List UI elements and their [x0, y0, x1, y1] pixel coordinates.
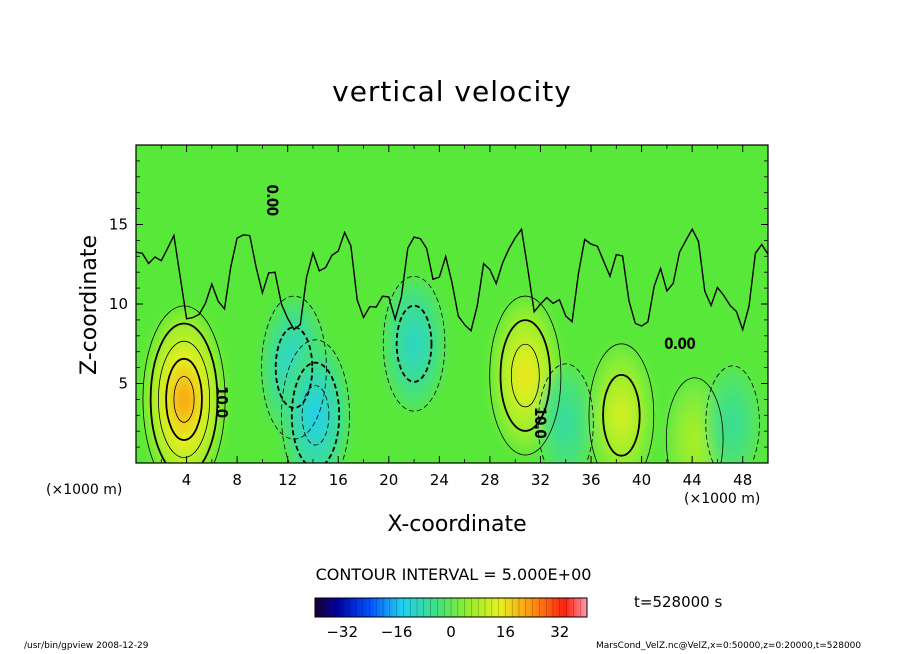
x-tick-label: 8 [232, 471, 242, 489]
plot-background [136, 145, 768, 463]
contour-ring [274, 326, 314, 409]
contour-ring [382, 275, 446, 412]
field-blob [727, 412, 738, 435]
contour-label: 0.00 [263, 185, 279, 216]
contour-ring [510, 343, 540, 408]
x-multiplier-label: (×1000 m) [46, 482, 123, 498]
contour-ring [142, 305, 226, 463]
x-axis-label: X-coordinate [387, 512, 527, 537]
colorbar-tick-label: −32 [326, 623, 358, 641]
x-tick-label: 24 [430, 471, 449, 489]
contour-ring [395, 304, 433, 383]
contour-ring [281, 339, 350, 463]
contour-ring [499, 319, 552, 432]
field-blob [408, 330, 420, 357]
x-tick-label: 32 [531, 471, 550, 489]
x-tick-label: 36 [581, 471, 600, 489]
colorbar-tick-label: 0 [446, 623, 456, 641]
field-blob [518, 360, 533, 391]
contour-ring [149, 322, 219, 463]
x-tick-label: 20 [379, 471, 398, 489]
footer-file-info: MarsCond_VelZ.nc@VelZ,x=0:50000,z=0:2000… [596, 641, 862, 651]
footer-command: /usr/bin/gpview 2008-12-29 [24, 641, 149, 651]
x-tick-label: 28 [480, 471, 499, 489]
y-tick-label: 10 [109, 295, 128, 313]
field-blob [615, 401, 628, 429]
time-label: t=528000 s [634, 593, 723, 611]
contour-ring [489, 295, 562, 456]
contour-ring [665, 377, 724, 463]
contour-ring [173, 376, 195, 423]
x-tick-label: 16 [329, 471, 348, 489]
contour-label: 0.00 [664, 337, 695, 353]
x-tick-label: 44 [683, 471, 702, 489]
contour-label: 10.0 [213, 387, 229, 418]
contour-ring [602, 373, 641, 457]
y-tick-label: 5 [118, 375, 128, 393]
colorbar-tick-label: 32 [550, 623, 569, 641]
contour-ring [301, 385, 330, 446]
y-multiplier-label: (×1000 m) [684, 491, 761, 507]
contour-label: 10.0 [531, 407, 547, 438]
x-tick-label: 48 [733, 471, 752, 489]
colorbar-tick-label: −16 [381, 623, 413, 641]
contour-ring [158, 340, 211, 458]
field-blob [689, 427, 701, 451]
contour-ring [705, 365, 760, 463]
contour-ring [588, 343, 655, 463]
chart-title: vertical velocity [332, 75, 572, 108]
contour-ring [165, 357, 203, 441]
contour-ring [537, 363, 594, 463]
field-blob [309, 400, 322, 430]
colorbar-tick-label: 16 [496, 623, 515, 641]
contour-line-zero [136, 227, 768, 333]
contour-interval-label: CONTOUR INTERVAL = 5.000E+00 [315, 565, 592, 584]
y-tick-label: 15 [109, 216, 128, 234]
x-tick-label: 40 [632, 471, 651, 489]
contour-ring [290, 361, 341, 463]
x-tick-label: 4 [182, 471, 192, 489]
x-tick-label: 12 [278, 471, 297, 489]
field-blob [176, 381, 192, 418]
field-blob [560, 411, 572, 435]
